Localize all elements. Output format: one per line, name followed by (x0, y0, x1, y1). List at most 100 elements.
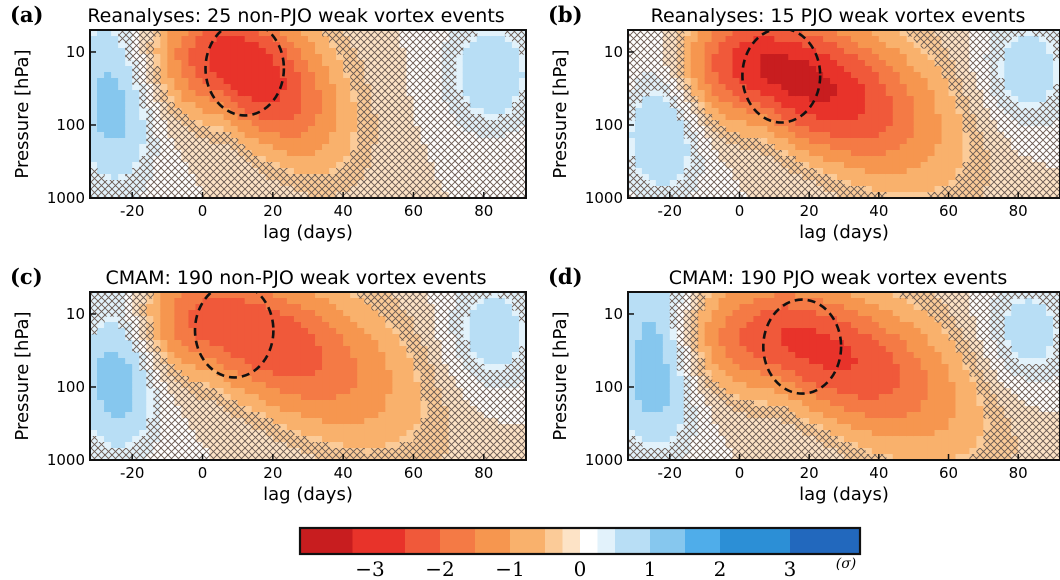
plot-frame (89, 291, 527, 461)
x-tick-label: 80 (474, 202, 493, 220)
significance-hatching (90, 292, 526, 460)
y-axis-label: Pressure [hPa] (12, 49, 33, 178)
colorbar-segment (755, 528, 773, 554)
panel-a: -20 0 20 40 60 80 10 100 1000 lag (days) Pressure … (10, 2, 527, 243)
x-tick-label: 80 (1009, 202, 1028, 220)
x-tick-label: 60 (404, 202, 423, 220)
colorbar-segment (475, 528, 493, 554)
colorbar-tick-label: 1 (644, 557, 657, 580)
colorbar-segment (492, 528, 511, 554)
y-axis-label: Pressure [hPa] (550, 311, 571, 440)
y-tick-label: 10 (66, 43, 85, 61)
panel-letter: (d) (548, 264, 583, 289)
x-tick-label: 60 (404, 464, 423, 482)
y-axis-label: Pressure [hPa] (12, 311, 33, 440)
colorbar-segment (597, 528, 616, 554)
colorbar-tick-label: 2 (714, 557, 727, 580)
x-axis-label: lag (days) (799, 222, 889, 243)
x-tick-label: 60 (939, 202, 958, 220)
plot-frame (89, 29, 527, 199)
colorbar-segment (440, 528, 458, 554)
dashed-contour (761, 298, 843, 395)
panel-letter: (c) (10, 264, 43, 289)
x-axis-label: lag (days) (263, 484, 353, 505)
colorbar-segment (737, 528, 756, 554)
panel-title: Reanalyses: 15 PJO weak vortex events (651, 5, 1026, 27)
panel-letter: (b) (548, 2, 583, 27)
plot-frame (627, 291, 1060, 461)
colorbar-segment (842, 528, 861, 554)
x-tick-label: -20 (120, 202, 145, 220)
plot-frame (627, 29, 1060, 199)
x-tick-label: 80 (474, 464, 493, 482)
panel-title: CMAM: 190 non-PJO weak vortex events (105, 267, 486, 289)
x-axis-label: lag (days) (263, 222, 353, 243)
x-tick-label: -20 (120, 464, 145, 482)
colorbar-segment (370, 528, 388, 554)
dashed-contour (741, 30, 822, 124)
y-tick-label: 1000 (47, 451, 85, 469)
panel-c: -20 0 20 40 60 80 10 100 1000 lag (days) Pressure … (10, 264, 527, 505)
y-tick-label: 1000 (585, 451, 623, 469)
y-tick-label: 1000 (585, 189, 623, 207)
x-tick-label: 0 (735, 464, 745, 482)
y-tick-label: 10 (66, 305, 85, 323)
panel-d: -20 0 20 40 60 80 10 100 1000 lag (days) Pressure … (548, 264, 1060, 505)
y-tick-label: 10 (604, 43, 623, 61)
colorbar-tick-label: −1 (495, 557, 524, 580)
panel-letter: (a) (10, 2, 43, 27)
y-tick-label: 100 (56, 116, 85, 134)
colorbar-segment (667, 528, 686, 554)
colorbar-segment (650, 528, 668, 554)
colorbar-segment (352, 528, 371, 554)
x-tick-label: 20 (263, 202, 282, 220)
y-tick-label: 100 (594, 116, 623, 134)
x-tick-label: 20 (800, 464, 819, 482)
colorbar-segment (790, 528, 808, 554)
colorbar-segment (405, 528, 423, 554)
x-tick-label: 40 (869, 202, 888, 220)
x-tick-label: 20 (800, 202, 819, 220)
colorbar: −3 −2 −1 0 1 2 3 (σ) (298, 526, 862, 580)
colorbar-segment (545, 528, 563, 554)
y-tick-label: 1000 (47, 189, 85, 207)
colorbar-segment (527, 528, 546, 554)
significance-hatching (90, 30, 526, 198)
colorbar-segment (702, 528, 721, 554)
y-tick-label: 10 (604, 305, 623, 323)
dashed-contour (204, 30, 286, 117)
x-tick-label: -20 (658, 464, 683, 482)
colorbar-segment (615, 528, 633, 554)
x-tick-label: 60 (939, 464, 958, 482)
colorbar-segment (720, 528, 738, 554)
colorbar-unit: (σ) (836, 556, 856, 572)
colorbar-segment (457, 528, 476, 554)
colorbar-segment (510, 528, 528, 554)
x-tick-label: 80 (1009, 464, 1028, 482)
colorbar-segment (300, 528, 318, 554)
colorbar-segment (580, 528, 598, 554)
colorbar-segment (562, 528, 581, 554)
significance-hatching (628, 30, 1060, 198)
panel-title: Reanalyses: 25 non-PJO weak vortex event… (87, 5, 504, 27)
significance-hatching (628, 292, 1060, 460)
colorbar-tick-label: −3 (355, 557, 384, 580)
panel-title: CMAM: 190 PJO weak vortex events (669, 267, 1008, 289)
colorbar-tick-label: 3 (784, 557, 797, 580)
x-tick-label: 0 (198, 202, 208, 220)
dashed-contour (193, 292, 275, 379)
x-tick-label: 40 (334, 202, 353, 220)
colorbar-segment (685, 528, 703, 554)
x-tick-label: 0 (735, 202, 745, 220)
colorbar-frame (298, 526, 862, 556)
x-tick-label: 40 (869, 464, 888, 482)
colorbar-segment (632, 528, 651, 554)
colorbar-tick-label: 0 (574, 557, 587, 580)
colorbar-segment (317, 528, 336, 554)
colorbar-segment (772, 528, 791, 554)
y-tick-label: 100 (56, 378, 85, 396)
x-tick-label: 0 (198, 464, 208, 482)
colorbar-segment (807, 528, 826, 554)
colorbar-segment (825, 528, 843, 554)
